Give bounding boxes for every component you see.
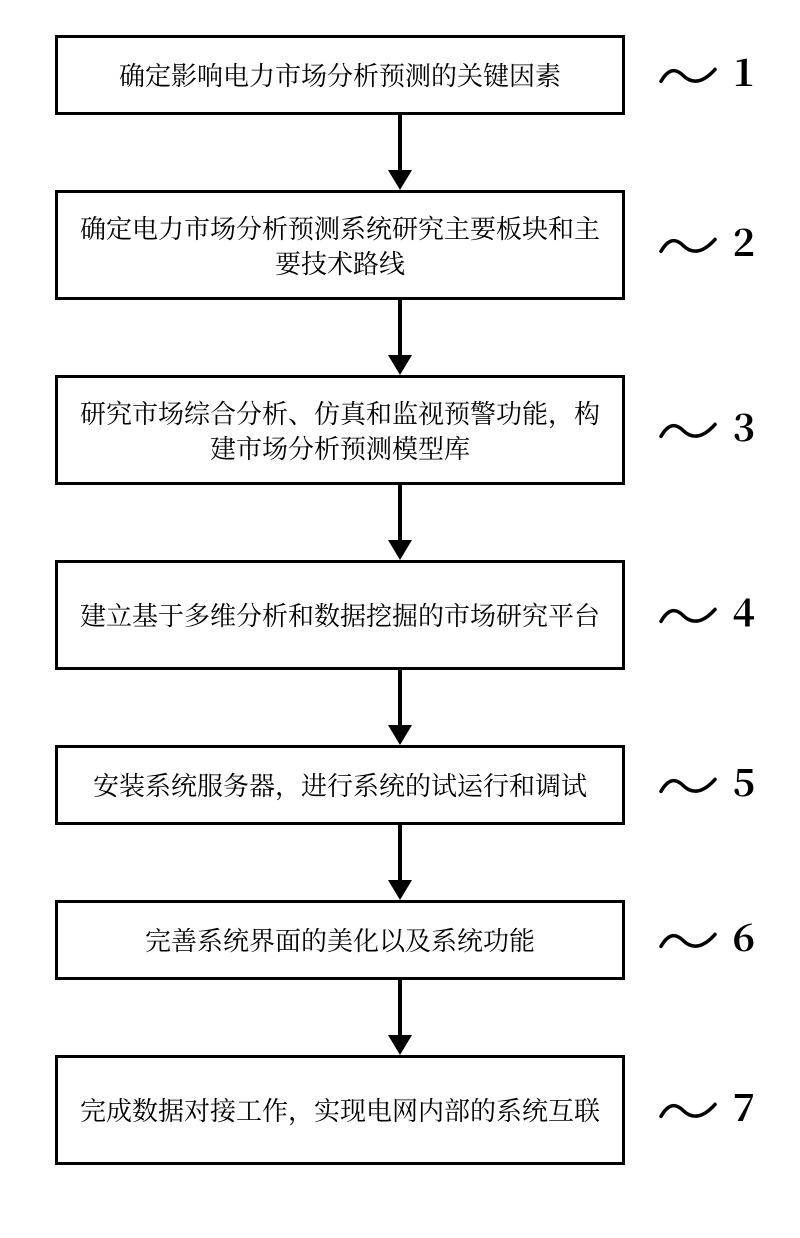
- step-number: 2: [733, 212, 755, 267]
- step-number: 5: [733, 752, 755, 807]
- flowchart: 确定影响电力市场分析预测的关键因素1 确定电力市场分析预测系统研究主要板块和主要技…: [55, 35, 745, 1165]
- squiggle-connector: [659, 769, 717, 808]
- step-row-5: 安装系统服务器，进行系统的试运行和调试5: [55, 745, 745, 825]
- step-label: 安装系统服务器，进行系统的试运行和调试: [93, 767, 587, 802]
- arrow-down: [388, 300, 412, 375]
- step-label: 完成数据对接工作，实现电网内部的系统互联: [80, 1092, 600, 1127]
- step-box-6: 完善系统界面的美化以及系统功能: [55, 900, 625, 980]
- step-number: 4: [733, 582, 755, 637]
- step-label: 研究市场综合分析、仿真和监视预警功能，构建市场分析预测模型库: [76, 395, 604, 465]
- step-label: 建立基于多维分析和数据挖掘的市场研究平台: [80, 597, 600, 632]
- arrow-down: [388, 825, 412, 900]
- step-box-2: 确定电力市场分析预测系统研究主要板块和主要技术路线: [55, 190, 625, 300]
- arrow-down: [388, 670, 412, 745]
- squiggle-connector: [659, 414, 717, 453]
- squiggle-connector: [659, 599, 717, 638]
- squiggle-connector: [659, 59, 717, 98]
- squiggle-connector: [659, 229, 717, 268]
- squiggle-connector: [659, 924, 717, 963]
- step-number: 3: [733, 397, 755, 452]
- step-number: 6: [733, 907, 755, 962]
- step-row-7: 完成数据对接工作，实现电网内部的系统互联7: [55, 1055, 745, 1165]
- step-box-1: 确定影响电力市场分析预测的关键因素: [55, 35, 625, 115]
- step-box-5: 安装系统服务器，进行系统的试运行和调试: [55, 745, 625, 825]
- step-label: 完善系统界面的美化以及系统功能: [145, 922, 535, 957]
- step-number: 1: [733, 42, 755, 97]
- step-box-3: 研究市场综合分析、仿真和监视预警功能，构建市场分析预测模型库: [55, 375, 625, 485]
- arrow-down: [388, 115, 412, 190]
- step-label: 确定电力市场分析预测系统研究主要板块和主要技术路线: [76, 210, 604, 280]
- step-row-2: 确定电力市场分析预测系统研究主要板块和主要技术路线2: [55, 190, 745, 300]
- step-box-4: 建立基于多维分析和数据挖掘的市场研究平台: [55, 560, 625, 670]
- step-box-7: 完成数据对接工作，实现电网内部的系统互联: [55, 1055, 625, 1165]
- step-row-3: 研究市场综合分析、仿真和监视预警功能，构建市场分析预测模型库3: [55, 375, 745, 485]
- step-label: 确定影响电力市场分析预测的关键因素: [119, 57, 561, 92]
- step-row-4: 建立基于多维分析和数据挖掘的市场研究平台4: [55, 560, 745, 670]
- step-number: 7: [733, 1077, 755, 1132]
- squiggle-connector: [659, 1094, 717, 1133]
- step-row-1: 确定影响电力市场分析预测的关键因素1: [55, 35, 745, 115]
- arrow-down: [388, 485, 412, 560]
- step-row-6: 完善系统界面的美化以及系统功能6: [55, 900, 745, 980]
- arrow-down: [388, 980, 412, 1055]
